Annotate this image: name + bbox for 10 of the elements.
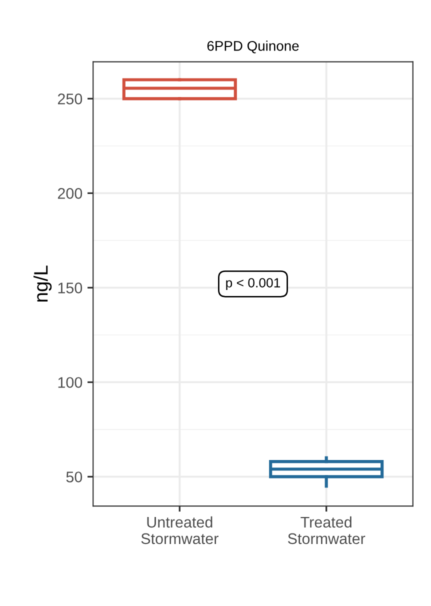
annotation: p < 0.001 [226, 278, 280, 290]
y-tick-label: 100 [58, 377, 82, 388]
y-axis-title: ng/L [34, 266, 52, 302]
y-tick-label: 50 [66, 472, 82, 482]
y-tick-label: 200 [58, 188, 82, 199]
x-tick-label: Untreated Stormwater [141, 516, 218, 544]
chart-title: 6PPD Quinone [207, 40, 299, 54]
x-tick-label: Treated Stormwater [288, 516, 366, 544]
y-tick-label: 250 [58, 94, 82, 104]
y-tick-label: 150 [58, 282, 82, 294]
